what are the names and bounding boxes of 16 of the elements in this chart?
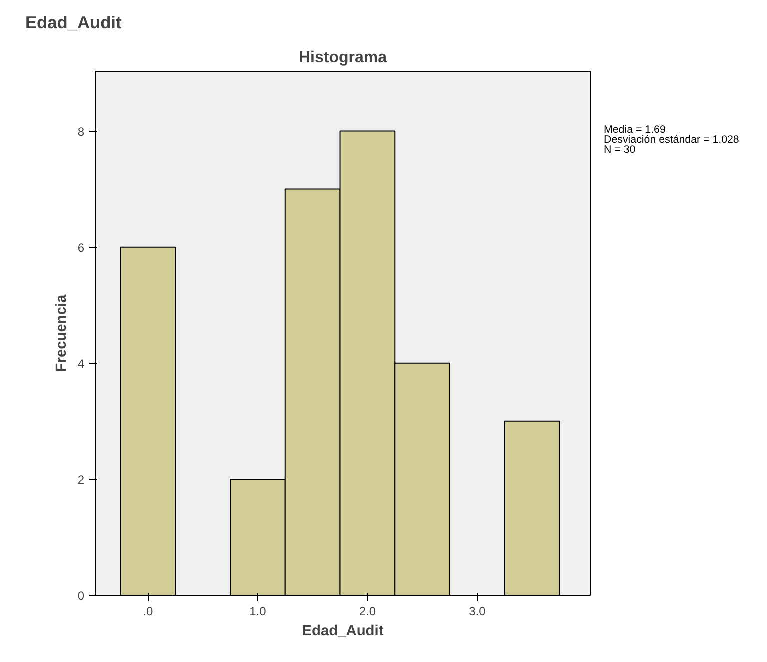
y-tick-label: 0 [78,589,85,603]
x-tick-label: 2.0 [359,604,376,618]
x-tick-label: .0 [143,604,154,618]
y-tick-label: 4 [78,356,85,371]
y-tick-label: 2 [78,472,85,487]
y-tick-label: 6 [78,240,85,255]
x-axis-title: Edad_Audit [302,624,384,640]
y-axis-title: Frecuencia [54,294,70,372]
text: Media = 1.69 [604,124,666,136]
x-tick-label: 3.0 [469,604,486,618]
text: N = 30 [604,144,636,156]
x-tick-label: 1.0 [250,604,267,618]
text: Desviación estándar = 1.028 [604,134,740,146]
chart-title: Edad_Audit [26,12,122,32]
y-tick-label: 8 [78,124,85,139]
chart-subtitle: Histograma [298,50,388,66]
